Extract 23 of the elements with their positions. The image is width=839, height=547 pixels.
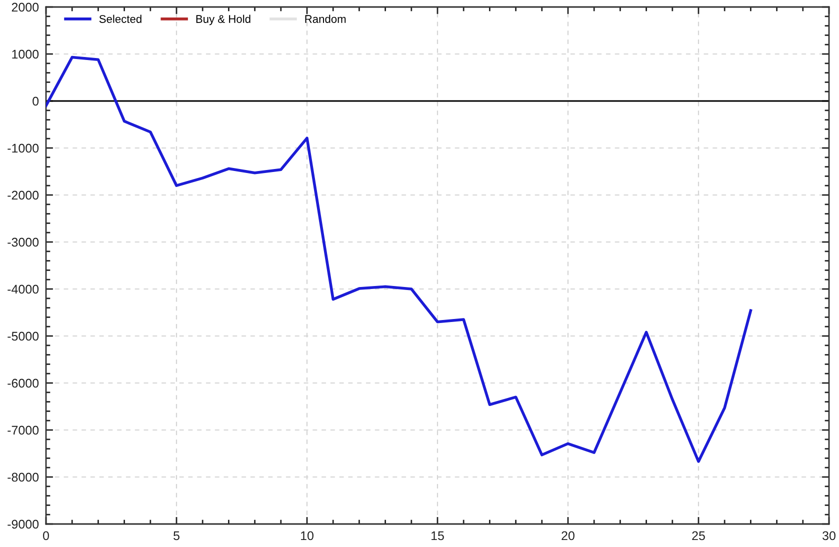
y-tick-label: -2000 [8, 190, 39, 200]
y-tick-label: 0 [32, 96, 39, 106]
y-tick-label: -7000 [8, 426, 39, 435]
x-tick-label: 15 [432, 531, 444, 540]
line-series [46, 56, 752, 463]
y-tick-label: 2000 [12, 2, 39, 12]
x-tick-label: 20 [562, 531, 574, 540]
x-tick-label: 10 [301, 531, 314, 540]
y-tick-label: -4000 [8, 284, 39, 294]
y-tick-label: -8000 [8, 472, 39, 482]
y-tick-label: -6000 [8, 378, 39, 388]
x-tick-label: 5 [174, 531, 180, 540]
y-tick-label: -9000 [8, 520, 39, 529]
y-tick-label: -1000 [8, 144, 39, 153]
legend-label: Buy & Hold [196, 14, 250, 26]
y-tick-label: -5000 [8, 332, 39, 341]
x-tick-label: 30 [822, 531, 836, 540]
y-tick-label: -3000 [8, 238, 39, 247]
x-tick-label: 0 [43, 531, 49, 540]
x-tick-label: 25 [692, 531, 705, 540]
legend-label: Random [305, 14, 346, 23]
legend-label: Selected [99, 14, 142, 23]
y-tick-label: 1000 [12, 50, 39, 59]
